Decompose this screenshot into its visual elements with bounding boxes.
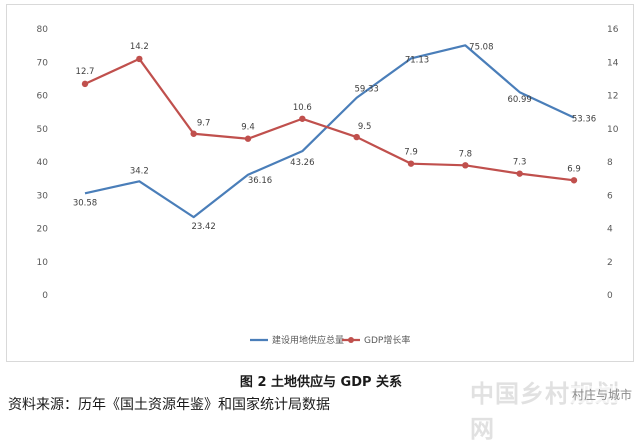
right-axis-tick-label: 2 [607, 258, 613, 268]
data-label: 36.16 [248, 176, 272, 186]
data-label: 53.36 [572, 115, 596, 125]
left-axis-tick-label: 80 [37, 25, 49, 35]
data-source-note: 资料来源：历年《国土资源年鉴》和国家统计局数据 [8, 397, 330, 413]
gdp-data-point [516, 170, 523, 177]
line-chart: 0 10 20 30 40 50 60 70 80 0 2 4 6 8 10 12 14 16 30.58 34.2 2… [37, 25, 619, 346]
legend-label: GDP增长率 [364, 334, 410, 346]
data-label: 14.2 [130, 42, 149, 52]
gdp-data-point [570, 177, 578, 184]
left-axis-tick-label: 70 [37, 58, 49, 68]
gdp-data-point [462, 162, 469, 169]
data-label: 9.4 [241, 123, 255, 133]
data-label: 71.13 [405, 55, 429, 65]
gdp-data-point [299, 115, 306, 122]
right-axis-tick-label: 14 [607, 58, 619, 68]
gdp-data-point [244, 135, 252, 142]
legend-label: 建设用地供应总量 [272, 334, 344, 346]
gdp-data-point [136, 55, 143, 63]
data-label: 7.9 [404, 148, 418, 158]
legend-marker [348, 337, 354, 343]
data-label: 60.99 [507, 95, 531, 105]
gdp-data-point [407, 160, 415, 167]
left-axis-tick-label: 50 [37, 125, 49, 135]
right-axis-tick-label: 12 [607, 92, 618, 102]
data-label: 23.42 [191, 222, 215, 232]
chart-frame [6, 4, 634, 362]
left-axis-tick-label: 10 [37, 258, 49, 268]
data-label: 12.7 [76, 67, 95, 77]
data-label: 7.8 [459, 149, 473, 159]
gdp-data-point [190, 130, 197, 137]
right-axis-tick-label: 4 [607, 225, 613, 235]
data-label: 34.2 [130, 166, 149, 176]
data-label: 9.5 [358, 122, 372, 132]
data-label: 30.58 [73, 198, 97, 208]
gdp-data-point [81, 80, 89, 88]
data-label: 43.26 [290, 158, 314, 168]
data-label: 7.3 [513, 158, 527, 168]
series-line-land-supply [84, 44, 575, 219]
left-axis-tick-label: 20 [37, 225, 49, 235]
data-label: 9.7 [197, 119, 211, 129]
right-axis-tick-label: 6 [607, 191, 613, 201]
figure-caption: 图 2 土地供应与 GDP 关系 [239, 375, 403, 390]
gdp-data-point [353, 133, 360, 141]
right-axis-tick-label: 16 [607, 25, 619, 35]
series-line-gdp-growth [84, 57, 575, 182]
right-axis-tick-label: 10 [607, 125, 619, 135]
left-axis-tick-label: 0 [42, 291, 48, 301]
data-label: 6.9 [567, 164, 581, 174]
data-label: 10.6 [293, 103, 312, 113]
right-axis-tick-label: 8 [607, 158, 613, 168]
data-label: 59.33 [354, 85, 378, 95]
left-axis-tick-label: 30 [37, 191, 49, 201]
right-axis-tick-label: 0 [607, 291, 613, 301]
left-axis-tick-label: 60 [37, 92, 49, 102]
data-label: 75.08 [469, 42, 493, 52]
left-axis-tick-label: 40 [37, 158, 49, 168]
